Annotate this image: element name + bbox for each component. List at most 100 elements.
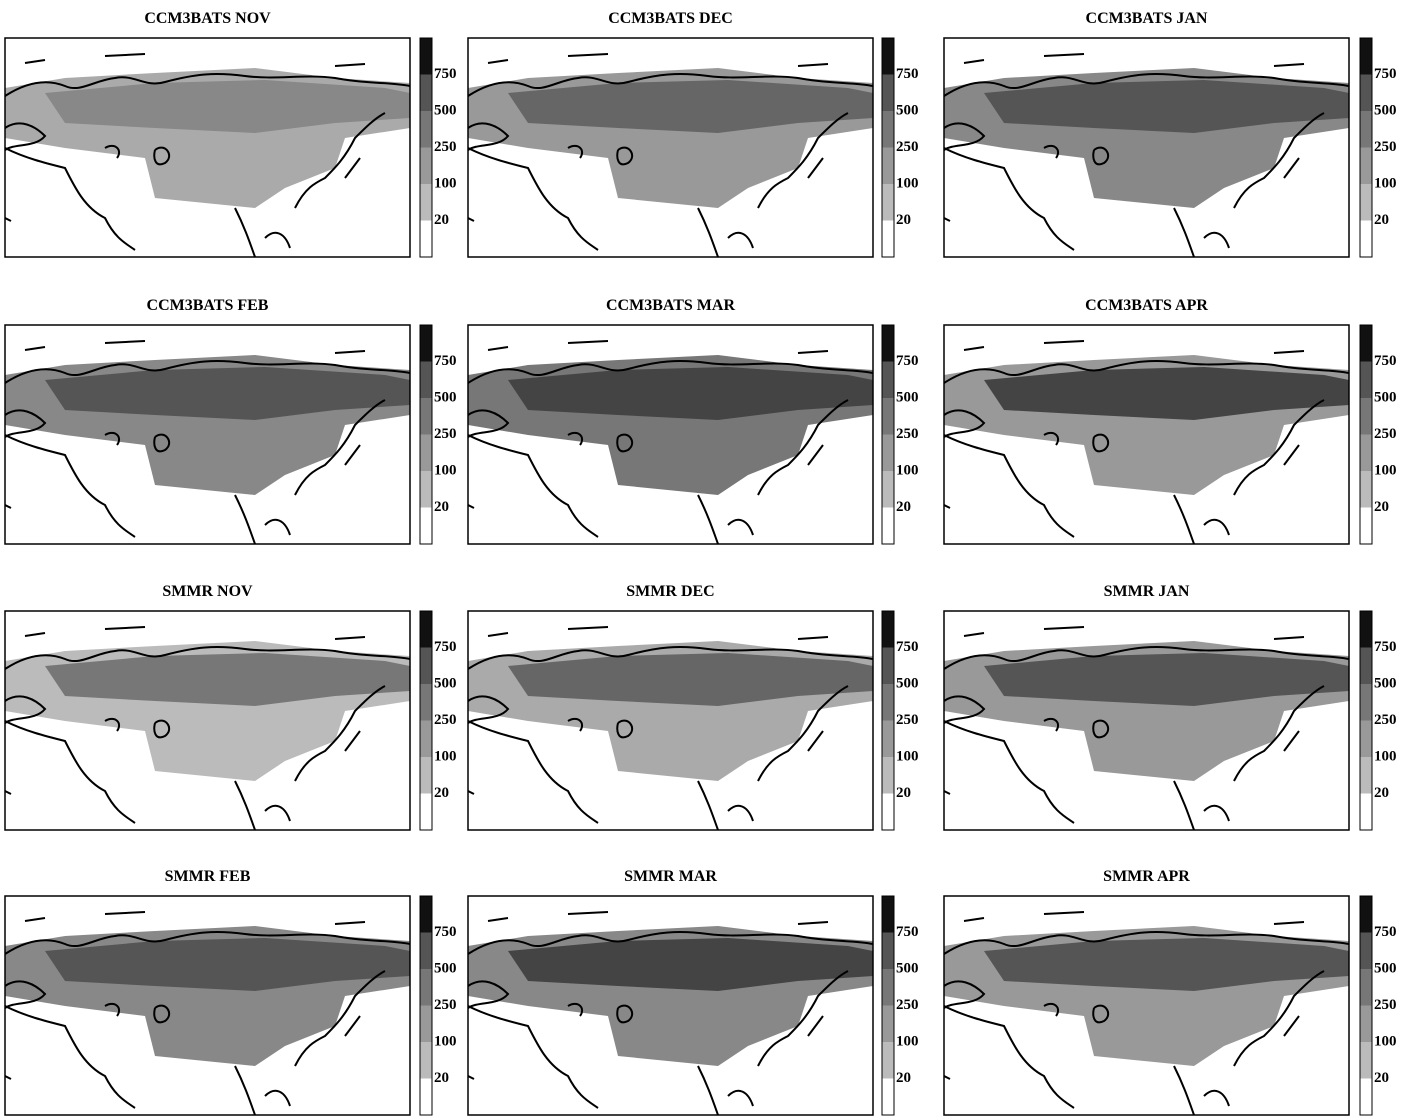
colorbar-tick-label: 100 bbox=[434, 1033, 457, 1049]
colorbar-tick-label: 100 bbox=[434, 175, 457, 191]
colorbar-tick-label: 20 bbox=[1374, 499, 1389, 515]
colorbar-tick-label: 250 bbox=[896, 712, 919, 728]
colorbar-tick-label: 250 bbox=[896, 139, 919, 155]
colorbar-tick-label: 250 bbox=[1374, 712, 1397, 728]
snow-core bbox=[984, 653, 1349, 706]
colorbar-tick-label: 100 bbox=[434, 748, 457, 764]
colorbar-bin bbox=[420, 184, 432, 221]
panel-title: SMMR JAN bbox=[1104, 583, 1190, 600]
colorbar-tick-label: 500 bbox=[434, 389, 457, 405]
colorbar-tick-label: 500 bbox=[434, 102, 457, 118]
colorbar-tick-label: 20 bbox=[896, 212, 911, 228]
map-frame bbox=[4, 895, 411, 1116]
colorbar-tick-label: 250 bbox=[1374, 139, 1397, 155]
colorbar-bin bbox=[882, 74, 894, 111]
colorbar-bin bbox=[1360, 398, 1372, 435]
colorbar-tick-label: 100 bbox=[1374, 1033, 1397, 1049]
map-panel: CCM3BATS JAN 750 500 250 100 20 bbox=[943, 10, 1397, 258]
colorbar-bin bbox=[1360, 793, 1372, 830]
colorbar-bin bbox=[882, 398, 894, 435]
colorbar-bin bbox=[420, 38, 432, 75]
colorbar-tick-label: 20 bbox=[896, 1070, 911, 1086]
colorbar-bin bbox=[882, 325, 894, 362]
map-panel: CCM3BATS DEC 750 500 250 100 20 bbox=[467, 10, 919, 258]
snow-core bbox=[45, 938, 410, 991]
colorbar-frame bbox=[881, 610, 895, 831]
colorbar-frame bbox=[881, 895, 895, 1116]
colorbar-tick-label: 250 bbox=[896, 426, 919, 442]
colorbar-tick-label: 250 bbox=[1374, 426, 1397, 442]
colorbar-tick-label: 20 bbox=[896, 499, 911, 515]
colorbar-bin bbox=[882, 793, 894, 830]
map-frame bbox=[4, 37, 411, 258]
colorbar-bin bbox=[420, 757, 432, 794]
snow-core bbox=[984, 80, 1349, 133]
colorbar-bin bbox=[1360, 111, 1372, 148]
colorbar-bin bbox=[1360, 896, 1372, 933]
colorbar-bin bbox=[420, 147, 432, 184]
map-frame bbox=[4, 324, 411, 545]
colorbar-tick-label: 20 bbox=[434, 499, 449, 515]
colorbar-bin bbox=[882, 471, 894, 508]
map-panel: SMMR MAR 750 500 250 100 20 bbox=[467, 868, 919, 1116]
colorbar-bin bbox=[420, 793, 432, 830]
colorbar-bin bbox=[1360, 434, 1372, 471]
colorbar-tick-label: 20 bbox=[1374, 1070, 1389, 1086]
colorbar-tick-label: 250 bbox=[434, 426, 457, 442]
panel-title: CCM3BATS JAN bbox=[1086, 10, 1208, 27]
map-panel: SMMR FEB 750 500 250 100 20 bbox=[4, 868, 457, 1116]
colorbar-bin bbox=[420, 932, 432, 969]
colorbar-frame bbox=[1359, 610, 1373, 831]
colorbar-bin bbox=[420, 611, 432, 648]
map-panel: SMMR NOV 750 500 250 100 20 bbox=[4, 583, 457, 831]
colorbar-tick-label: 250 bbox=[1374, 997, 1397, 1013]
colorbar-bin bbox=[1360, 1005, 1372, 1042]
colorbar-tick-label: 750 bbox=[896, 639, 919, 655]
colorbar-tick-label: 100 bbox=[1374, 748, 1397, 764]
colorbar-bin bbox=[420, 434, 432, 471]
colorbar-bin bbox=[1360, 147, 1372, 184]
colorbar-bin bbox=[420, 220, 432, 257]
colorbar-tick-label: 20 bbox=[896, 785, 911, 801]
colorbar-bin bbox=[1360, 684, 1372, 721]
colorbar-bin bbox=[882, 507, 894, 544]
colorbar-bin bbox=[882, 220, 894, 257]
colorbar-bin bbox=[882, 361, 894, 398]
colorbar-frame bbox=[881, 37, 895, 258]
colorbar-tick-label: 20 bbox=[434, 1070, 449, 1086]
map-frame bbox=[4, 610, 411, 831]
colorbar-tick-label: 250 bbox=[896, 997, 919, 1013]
colorbar-tick-label: 750 bbox=[434, 353, 457, 369]
map-frame bbox=[943, 895, 1350, 1116]
colorbar-tick-label: 500 bbox=[896, 102, 919, 118]
map-panel: SMMR JAN 750 500 250 100 20 bbox=[943, 583, 1397, 831]
colorbar-bin bbox=[1360, 471, 1372, 508]
colorbar-bin bbox=[882, 1042, 894, 1079]
snow-core bbox=[508, 938, 873, 991]
colorbar-bin bbox=[420, 720, 432, 757]
colorbar-bin bbox=[882, 147, 894, 184]
colorbar-tick-label: 100 bbox=[1374, 462, 1397, 478]
colorbar-tick-label: 500 bbox=[434, 675, 457, 691]
snow-core bbox=[984, 367, 1349, 420]
colorbar-bin bbox=[420, 684, 432, 721]
map-panel: SMMR DEC 750 500 250 100 20 bbox=[467, 583, 919, 831]
panel-title: SMMR DEC bbox=[626, 583, 714, 600]
colorbar-bin bbox=[1360, 720, 1372, 757]
colorbar-bin bbox=[882, 932, 894, 969]
colorbar-bin bbox=[420, 969, 432, 1006]
colorbar-tick-label: 250 bbox=[434, 712, 457, 728]
map-panel: CCM3BATS NOV 750 500 250 100 20 bbox=[4, 10, 457, 258]
snow-core bbox=[984, 938, 1349, 991]
colorbar-bin bbox=[420, 1078, 432, 1115]
map-panel: CCM3BATS MAR 750 500 250 100 20 bbox=[467, 297, 919, 545]
colorbar-tick-label: 500 bbox=[1374, 960, 1397, 976]
colorbar-bin bbox=[1360, 507, 1372, 544]
snow-core bbox=[508, 80, 873, 133]
colorbar-frame bbox=[881, 324, 895, 545]
colorbar-bin bbox=[882, 1078, 894, 1115]
colorbar-bin bbox=[420, 647, 432, 684]
snow-core bbox=[508, 367, 873, 420]
colorbar-frame bbox=[419, 610, 433, 831]
